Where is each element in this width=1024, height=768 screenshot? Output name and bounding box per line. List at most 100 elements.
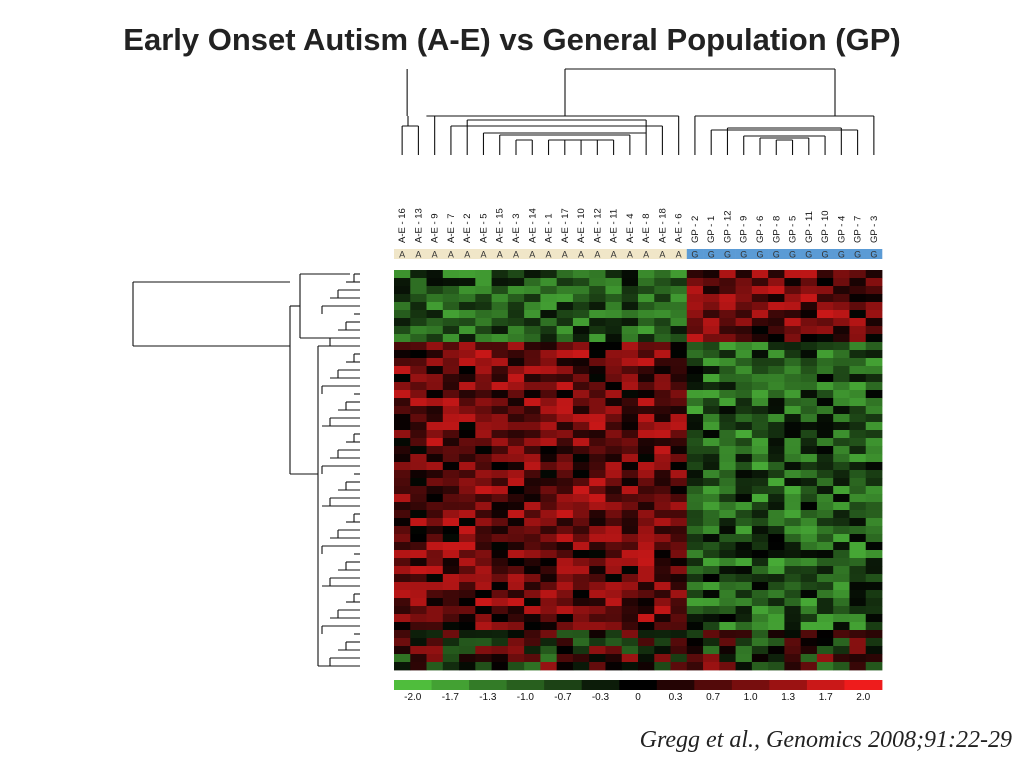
heatmap-cell (800, 582, 818, 591)
heatmap-cell (524, 310, 541, 319)
heatmap-cell (524, 342, 541, 351)
heatmap-cell (442, 582, 460, 591)
heatmap-cell (524, 654, 541, 663)
heatmap-cell (621, 350, 639, 359)
heatmap-cell (800, 486, 818, 495)
heatmap-cell (638, 590, 655, 599)
heatmap-cell (768, 454, 785, 463)
heatmap-cell (751, 270, 769, 279)
heatmap-cell (459, 430, 476, 439)
heatmap-cell (507, 598, 525, 607)
heatmap-cell (784, 582, 802, 591)
heatmap-cell (686, 518, 704, 527)
heatmap-cell (410, 286, 427, 295)
heatmap-cell (686, 398, 704, 407)
heatmap-cell (719, 406, 736, 415)
heatmap-cell (816, 446, 834, 455)
heatmap-cell (442, 294, 460, 303)
heatmap-cell (735, 646, 753, 655)
heatmap-cell (410, 358, 427, 367)
heatmap-cell (394, 502, 411, 511)
heatmap-cell (540, 270, 558, 279)
colorbar-segment (844, 680, 883, 690)
heatmap-cell (703, 470, 720, 479)
heatmap-cell (735, 526, 753, 535)
group-cell (735, 249, 753, 259)
heatmap-cell (800, 302, 818, 311)
heatmap-cell (751, 382, 769, 391)
heatmap-cell (605, 462, 623, 471)
heatmap-cell (605, 470, 623, 479)
heatmap-cell (719, 558, 736, 567)
heatmap-cell (670, 534, 688, 543)
heatmap-cell (589, 574, 606, 583)
heatmap-cell (572, 318, 590, 327)
heatmap-cell (605, 310, 623, 319)
heatmap-cell (849, 558, 867, 567)
heatmap-cell (459, 406, 476, 415)
heatmap-cell (572, 582, 590, 591)
heatmap-cell (670, 590, 688, 599)
heatmap-cell (589, 622, 606, 631)
group-letter: A (497, 250, 503, 260)
heatmap-cell (670, 614, 688, 623)
heatmap-cell (524, 270, 541, 279)
heatmap-cell (816, 534, 834, 543)
heatmap-cell (816, 566, 834, 575)
heatmap-cell (816, 318, 834, 327)
heatmap-cell (394, 646, 411, 655)
heatmap-cell (703, 542, 720, 551)
heatmap-cell (849, 606, 867, 615)
heatmap-cell (638, 606, 655, 615)
group-letter: A (594, 250, 600, 260)
heatmap-cell (735, 614, 753, 623)
heatmap-cell (735, 638, 753, 647)
heatmap-cell (475, 582, 492, 591)
heatmap-cell (442, 310, 460, 319)
heatmap-cell (491, 350, 509, 359)
heatmap-cell (524, 662, 541, 671)
colorbar-segment (806, 680, 845, 690)
heatmap-cell (833, 414, 850, 423)
heatmap-cell (491, 550, 509, 559)
heatmap-cell (621, 550, 639, 559)
heatmap-cell (833, 662, 850, 671)
heatmap-cell (751, 334, 769, 343)
heatmap-cell (524, 614, 541, 623)
heatmap-cell (719, 454, 736, 463)
heatmap-cell (410, 582, 427, 591)
heatmap-cell (410, 390, 427, 399)
heatmap-cell (816, 518, 834, 527)
group-cell (703, 249, 720, 259)
heatmap-cell (800, 430, 818, 439)
heatmap-cell (524, 582, 541, 591)
heatmap-cell (800, 438, 818, 447)
heatmap-cell (621, 518, 639, 527)
heatmap-cell (556, 302, 574, 311)
heatmap-cell (638, 302, 655, 311)
heatmap-cell (540, 358, 558, 367)
heatmap-cell (849, 566, 867, 575)
heatmap-cell (540, 542, 558, 551)
heatmap-cell (719, 486, 736, 495)
heatmap-cell (719, 478, 736, 487)
heatmap-cell (426, 390, 444, 399)
heatmap-cell (816, 358, 834, 367)
heatmap-cell (686, 342, 704, 351)
heatmap-cell (686, 406, 704, 415)
heatmap-cell (768, 270, 785, 279)
group-letter: A (480, 250, 486, 260)
heatmap-cell (654, 414, 671, 423)
heatmap-cell (475, 350, 492, 359)
heatmap-cell (475, 518, 492, 527)
heatmap-cell (833, 318, 850, 327)
heatmap-cell (621, 542, 639, 551)
heatmap-cell (735, 414, 753, 423)
heatmap-cell (556, 454, 574, 463)
heatmap-cell (394, 350, 411, 359)
heatmap-cell (556, 366, 574, 375)
heatmap-cell (426, 446, 444, 455)
heatmap-cell (768, 350, 785, 359)
heatmap-cell (475, 574, 492, 583)
heatmap-cell (768, 278, 785, 287)
